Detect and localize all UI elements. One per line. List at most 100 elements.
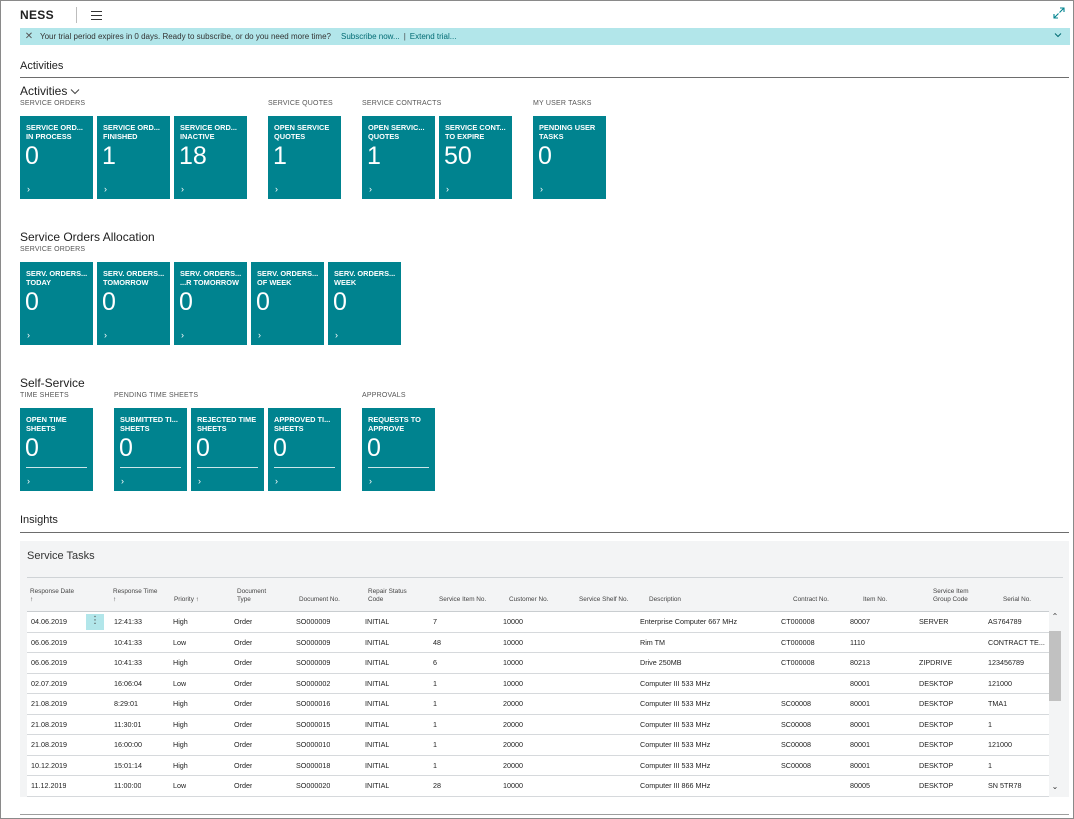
cue-group-service-contracts: SERVICE CONTRACTS bbox=[362, 100, 442, 107]
cell-description: Computer III 533 MHz bbox=[640, 678, 711, 688]
tile-pending-user-tasks[interactable]: PENDING USER TASKS 0 › bbox=[533, 116, 606, 199]
cell-response-date[interactable]: 04.06.2019 bbox=[31, 617, 67, 626]
scroll-down-icon[interactable]: ⌄ bbox=[1051, 782, 1059, 791]
cell-customer-no: 20000 bbox=[503, 719, 523, 729]
tile-label: SUBMITTED TI... SHEETS bbox=[120, 415, 178, 433]
cell-repair-status-code: INITIAL bbox=[365, 658, 390, 667]
cell-service-item-no: 28 bbox=[433, 781, 441, 790]
column-header-service-item-no[interactable]: Service Item No. bbox=[439, 596, 487, 603]
cell-document-no[interactable]: SO000010 bbox=[296, 740, 331, 749]
cell-response-date[interactable]: 11.12.2019 bbox=[31, 781, 67, 790]
table-row[interactable]: 21.08.2019 16:00:00 High Order SO000010 INITI… bbox=[27, 735, 1049, 756]
cell-document-type: Order bbox=[234, 617, 253, 626]
column-header-document-no[interactable]: Document No. bbox=[299, 596, 340, 603]
cell-repair-status-code: INITIAL bbox=[365, 760, 390, 770]
column-header-response-time[interactable]: Response Time ↑ bbox=[113, 588, 158, 603]
tile-service-contracts-to-expire[interactable]: SERVICE CONT... TO EXPIRE 50 › bbox=[439, 116, 512, 199]
column-header-response-date[interactable]: Response Date ↑ bbox=[30, 588, 75, 603]
cell-document-no[interactable]: SO000009 bbox=[296, 658, 331, 667]
tile-open-service-quotes[interactable]: OPEN SERVICE QUOTES 1 › bbox=[268, 116, 341, 199]
chevron-right-icon: › bbox=[104, 184, 107, 194]
cell-response-date[interactable]: 21.08.2019 bbox=[31, 719, 67, 729]
tile-serv-orders-today[interactable]: SERV. ORDERS... TODAY 0 › bbox=[20, 262, 93, 345]
tile-submitted-time-sheets[interactable]: SUBMITTED TI... SHEETS 0 › bbox=[114, 408, 187, 491]
cell-document-no[interactable]: SO000015 bbox=[296, 719, 331, 729]
tile-service-orders-finished[interactable]: SERVICE ORD... FINISHED 1 › bbox=[97, 116, 170, 199]
vertical-scrollbar[interactable]: ⌃ ⌄ bbox=[1049, 611, 1061, 793]
chevron-down-icon[interactable] bbox=[1054, 31, 1062, 39]
tile-open-time-sheets[interactable]: OPEN TIME SHEETS 0 › bbox=[20, 408, 93, 491]
tile-serv-orders-after-tomorrow[interactable]: SERV. ORDERS... ...R TOMORROW 0 › bbox=[174, 262, 247, 345]
column-header-service-item-group-code[interactable]: Service Item Group Code bbox=[933, 588, 969, 603]
cell-document-no[interactable]: SO000002 bbox=[296, 678, 331, 688]
cell-response-date[interactable]: 10.12.2019 bbox=[31, 760, 67, 770]
cell-document-no[interactable]: SO000018 bbox=[296, 760, 331, 770]
column-header-repair-status-code[interactable]: Repair Status Code bbox=[368, 588, 407, 603]
scrollbar-thumb[interactable] bbox=[1049, 631, 1061, 701]
cell-contract-no: CT000008 bbox=[781, 637, 815, 647]
subscribe-link[interactable]: Subscribe now... bbox=[340, 32, 400, 41]
tile-divider bbox=[120, 467, 181, 468]
tile-service-orders-inactive[interactable]: SERVICE ORD... INACTIVE 18 › bbox=[174, 116, 247, 199]
tile-open-service-contract-quotes[interactable]: OPEN SERVIC... QUOTES 1 › bbox=[362, 116, 435, 199]
table-row[interactable]: 10.12.2019 15:01:14 High Order SO000018 INITI… bbox=[27, 755, 1049, 776]
cell-response-date[interactable]: 06.06.2019 bbox=[31, 637, 67, 647]
tile-approved-time-sheets[interactable]: APPROVED TI... SHEETS 0 › bbox=[268, 408, 341, 491]
tile-service-orders-in-process[interactable]: SERVICE ORD... IN PROCESS 0 › bbox=[20, 116, 93, 199]
trial-banner: ✕ Your trial period expires in 0 days. R… bbox=[20, 28, 1070, 45]
cell-document-type: Order bbox=[234, 781, 253, 790]
table-row[interactable]: 02.07.2019 16:06:04 Low Order SO000002 INITIA… bbox=[27, 673, 1049, 694]
tile-rejected-time-sheets[interactable]: REJECTED TIME SHEETS 0 › bbox=[191, 408, 264, 491]
hamburger-icon[interactable] bbox=[90, 10, 102, 20]
column-header-item-no[interactable]: Item No. bbox=[863, 596, 888, 603]
table-row[interactable]: 06.06.2019 10:41:33 Low Order SO000009 INITIA… bbox=[27, 632, 1049, 653]
cell-serial-no: 1 bbox=[988, 719, 992, 729]
chevron-right-icon: › bbox=[446, 184, 449, 194]
cell-document-no[interactable]: SO000020 bbox=[296, 781, 331, 790]
column-header-serial-no[interactable]: Serial No. bbox=[1003, 596, 1032, 603]
column-header-service-shelf-no[interactable]: Service Shelf No. bbox=[579, 596, 629, 603]
tile-label: SERV. ORDERS... ...R TOMORROW bbox=[180, 269, 242, 287]
row-actions-icon[interactable]: ⋮ bbox=[86, 614, 104, 630]
cell-serial-no: 121000 bbox=[988, 678, 1012, 688]
table-row[interactable]: 06.06.2019 10:41:33 High Order SO000009 INITI… bbox=[27, 653, 1049, 674]
cell-document-no[interactable]: SO000009 bbox=[296, 637, 331, 647]
table-row[interactable]: 21.08.2019 8:29:01 High Order SO000016 INITIA… bbox=[27, 694, 1049, 715]
cell-response-date[interactable]: 06.06.2019 bbox=[31, 658, 67, 667]
cell-document-no[interactable]: SO000009 bbox=[296, 617, 331, 626]
cell-description: Rim TM bbox=[640, 637, 666, 647]
expand-icon[interactable] bbox=[1053, 7, 1065, 19]
table-row[interactable]: 21.08.2019 11:30:01 High Order SO000015 INITI… bbox=[27, 714, 1049, 735]
tile-label: OPEN SERVIC... QUOTES bbox=[368, 123, 425, 141]
service-tasks-title[interactable]: Service Tasks bbox=[27, 550, 95, 562]
activities-group-title[interactable]: Activities bbox=[20, 84, 80, 98]
cell-response-date[interactable]: 21.08.2019 bbox=[31, 740, 67, 749]
column-header-customer-no[interactable]: Customer No. bbox=[509, 596, 549, 603]
cell-document-no[interactable]: SO000016 bbox=[296, 699, 331, 708]
cell-response-date[interactable]: 02.07.2019 bbox=[31, 678, 67, 688]
link-separator: | bbox=[403, 32, 406, 41]
cell-description: Computer III 533 MHz bbox=[640, 719, 711, 729]
tile-serv-orders-tomorrow[interactable]: SERV. ORDERS... TOMORROW 0 › bbox=[97, 262, 170, 345]
tile-requests-to-approve[interactable]: REQUESTS TO APPROVE 0 › bbox=[362, 408, 435, 491]
column-header-document-type[interactable]: Document Type bbox=[237, 588, 267, 603]
insights-section-header[interactable]: Insights bbox=[20, 514, 58, 526]
tile-serv-orders-week[interactable]: SERV. ORDERS... WEEK 0 › bbox=[328, 262, 401, 345]
tile-serv-orders-rest-of-week[interactable]: SERV. ORDERS... OF WEEK 0 › bbox=[251, 262, 324, 345]
cell-contract-no: CT000008 bbox=[781, 617, 815, 626]
cell-response-date[interactable]: 21.08.2019 bbox=[31, 699, 67, 708]
cell-repair-status-code: INITIAL bbox=[365, 719, 390, 729]
cell-description: Computer III 866 MHz bbox=[640, 781, 711, 790]
cell-description: Computer III 533 MHz bbox=[640, 760, 711, 770]
scroll-up-icon[interactable]: ⌃ bbox=[1051, 612, 1059, 621]
extend-trial-link[interactable]: Extend trial... bbox=[409, 32, 457, 41]
column-header-description[interactable]: Description bbox=[649, 596, 681, 603]
activities-section-header[interactable]: Activities bbox=[20, 60, 64, 72]
chevron-down-icon[interactable] bbox=[70, 88, 80, 95]
column-header-contract-no[interactable]: Contract No. bbox=[793, 596, 829, 603]
table-row[interactable]: 04.06.2019 12:41:33 High Order SO000009 INITI… bbox=[27, 612, 1049, 633]
column-header-priority[interactable]: Priority ↑ bbox=[174, 596, 199, 603]
cell-response-time: 10:41:33 bbox=[114, 637, 142, 647]
close-icon[interactable]: ✕ bbox=[24, 31, 34, 42]
table-row[interactable]: 11.12.2019 11:00:00 Low Order SO000020 INITIA… bbox=[27, 776, 1049, 797]
